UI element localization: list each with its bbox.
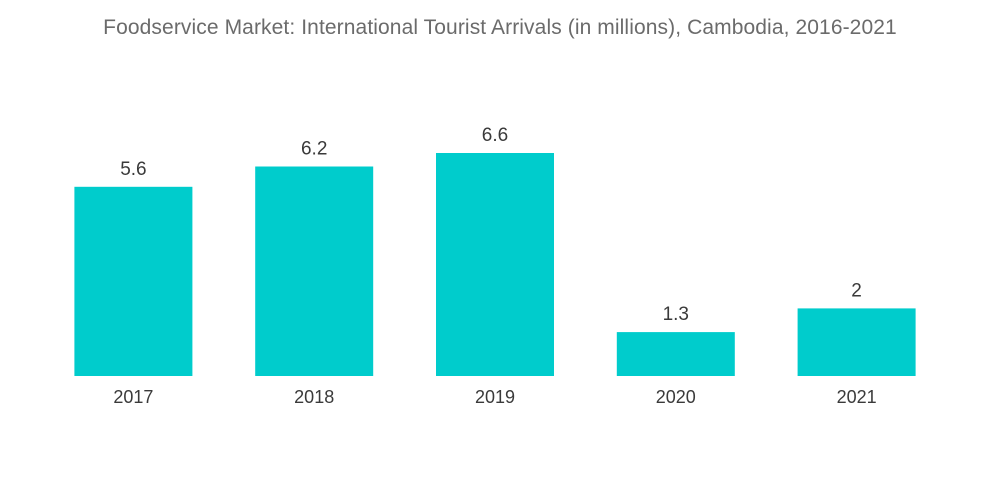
bar-2020 (616, 332, 735, 376)
x-tick-label-2019: 2019 (475, 387, 515, 407)
value-label-2020: 1.3 (663, 304, 689, 325)
x-tick-label-2020: 2020 (656, 387, 696, 407)
value-label-2021: 2 (851, 280, 862, 301)
bars-group (74, 153, 916, 376)
chart-title: Foodservice Market: International Touris… (103, 16, 897, 39)
x-tick-labels-group: 2017 2018 2019 2020 2021 (113, 387, 876, 407)
x-tick-label-2018: 2018 (294, 387, 334, 407)
x-tick-label-2021: 2021 (837, 387, 877, 407)
x-tick-label-2017: 2017 (113, 387, 153, 407)
value-label-2017: 5.6 (120, 159, 146, 180)
bar-2018 (255, 166, 374, 376)
bar-2019 (436, 153, 554, 376)
value-label-2018: 6.2 (301, 139, 327, 160)
value-labels-group: 5.6 6.2 6.6 1.3 2 (120, 125, 862, 325)
bar-2017 (74, 186, 193, 376)
value-label-2019: 6.6 (482, 125, 508, 146)
bar-2021 (797, 308, 916, 376)
